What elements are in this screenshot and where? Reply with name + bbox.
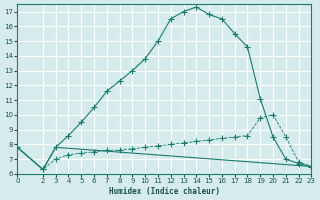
X-axis label: Humidex (Indice chaleur): Humidex (Indice chaleur)	[109, 187, 220, 196]
